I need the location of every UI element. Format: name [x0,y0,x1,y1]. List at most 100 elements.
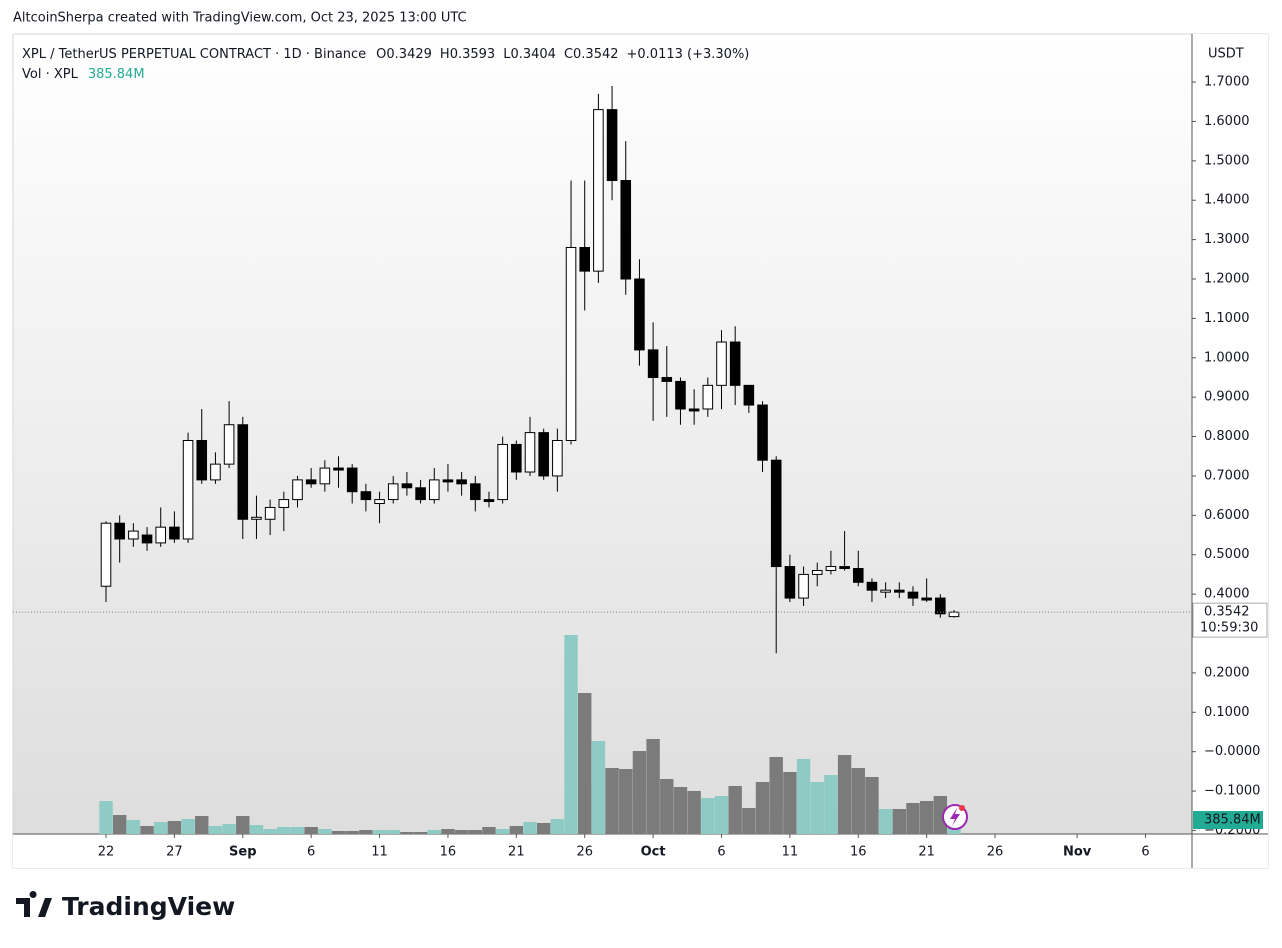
x-tick-label: 26 [576,845,593,860]
volume-bar [605,768,619,834]
candle-body [716,341,727,386]
event-dot [959,805,965,811]
candle-body [894,589,905,593]
x-tick-label: 11 [782,845,799,860]
candle-body [100,522,112,587]
candle-body [565,246,577,441]
candle-body [251,516,262,520]
volume-bar [892,809,907,834]
volume-bar [933,796,948,834]
volume-bar [906,803,920,834]
volume-bar [413,832,428,834]
x-tick-label: 21 [508,845,525,860]
y-tick-label: 0.4000 [1204,587,1250,602]
last-price-box [1192,602,1268,638]
y-tick-label: 0.8000 [1204,429,1250,444]
volume-bar [837,755,852,834]
y-tick-label: 0.6000 [1204,508,1250,523]
candle-body [210,463,221,481]
y-tick-label: 1.5000 [1204,153,1250,168]
currency: USDT [1208,47,1244,62]
candle-body [757,404,768,461]
candle-body [579,246,591,272]
ohlc-letter: L [503,47,511,62]
x-tick-label: 22 [98,845,115,860]
time-axis [13,834,1192,868]
x-tick-label: 27 [166,845,183,860]
candle-body [511,443,522,473]
volume-bar [919,801,934,834]
volume-bar [372,830,387,834]
volume-bar [851,768,865,834]
y-tick-label: 1.4000 [1204,193,1250,208]
candle-body [456,479,467,485]
volume-bar [400,832,414,834]
volume-bar [195,816,209,834]
candle-body [428,479,440,501]
y-tick-label: 1.3000 [1204,232,1250,247]
volume-bar [509,826,524,834]
volume-bar [878,809,893,834]
volume-bar [660,779,674,834]
credit: AltcoinSherpa created with TradingView.c… [13,11,467,26]
ohlc-letter: O [376,47,386,62]
chart-frame [12,33,1269,869]
volume-bar [290,827,305,834]
ohlc-letter: H [440,47,450,62]
candle-body [114,522,125,540]
candle-body [319,467,331,485]
volume-bar [386,830,400,834]
x-tick-label: 26 [987,845,1004,860]
candle-body [237,424,249,520]
volume-bar [783,772,797,834]
volume-bar [728,786,742,834]
y-tick-label: 0.9000 [1204,390,1250,405]
candle-body [360,491,372,501]
volume-bar [236,816,250,834]
volume-bar [578,693,592,834]
plot [99,85,961,834]
y-tick-label: 0.1000 [1204,705,1250,720]
candle-body [387,483,399,501]
candle-body [415,487,426,501]
candle-body [442,479,454,483]
y-tick-label: 1.7000 [1204,75,1250,90]
volume-bar [523,822,537,834]
volume-bar [495,829,510,834]
legend: XPL / TetherUS PERPETUAL CONTRACT · 1D ·… [22,47,749,62]
volume-bar [550,819,565,834]
candle-body [839,566,850,570]
candle-body [948,611,960,618]
volume-bar [673,787,688,834]
volume-bar [564,635,578,834]
volume-bar [99,801,113,834]
candle-body [606,109,618,182]
last-price-label: 0.3542 [1204,605,1250,620]
volume-bar [824,775,838,834]
symbol: XPL / TetherUS PERPETUAL CONTRACT · 1D ·… [22,47,366,62]
volume-bar [454,830,469,834]
volume-bar [167,821,182,834]
x-tick-label: 6 [717,845,725,860]
volume-title: Vol · XPL [22,67,79,82]
countdown: 10:59:30 [1200,621,1258,636]
volume-bar [126,820,141,834]
x-tick-label: 16 [440,845,457,860]
y-tick-label: 1.6000 [1204,114,1250,129]
event-icon-bolt [950,808,960,826]
volume-bar [482,827,496,834]
candle-body [182,439,194,540]
candle-body [538,432,549,477]
volume-bar [619,769,633,834]
ohlc-letter: C [564,47,573,62]
candle-body [784,566,796,599]
volume-bar [742,808,756,834]
candle-body [278,499,290,508]
candle-body [264,506,276,520]
candle-body [524,432,536,473]
volume-bar [441,829,455,834]
candle-body [661,376,673,382]
volume-bar [810,782,824,834]
candle-body [729,341,741,386]
candle-body [907,591,919,599]
